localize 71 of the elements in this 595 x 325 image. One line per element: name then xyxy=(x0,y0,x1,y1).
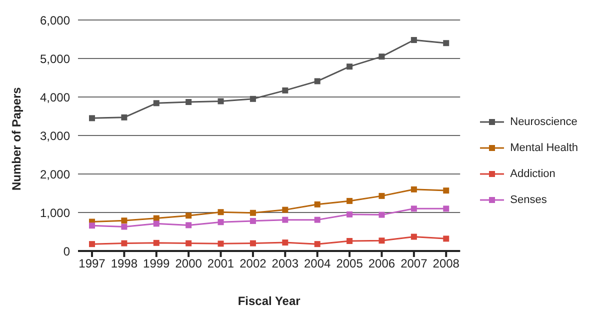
point xyxy=(250,96,256,102)
y-tick-label: 0 xyxy=(63,244,70,258)
point xyxy=(218,209,224,216)
point xyxy=(410,37,417,44)
y-tick-label: 3,000 xyxy=(40,128,70,143)
x-tick-label: 2003 xyxy=(272,256,299,271)
x-tick-label: 2007 xyxy=(400,256,428,271)
point xyxy=(186,212,192,219)
point xyxy=(378,238,385,244)
point xyxy=(121,114,128,120)
point xyxy=(443,206,450,212)
point xyxy=(153,240,160,246)
point xyxy=(346,198,353,204)
x-tick-label: 2004 xyxy=(304,256,332,271)
point xyxy=(89,222,95,229)
point xyxy=(282,206,288,213)
point xyxy=(153,100,160,106)
point xyxy=(121,240,128,246)
point xyxy=(346,211,353,218)
y-tick-label: 4,000 xyxy=(40,90,70,104)
point xyxy=(218,98,224,104)
point xyxy=(153,220,160,227)
point xyxy=(410,186,417,192)
x-tick-label: 2005 xyxy=(336,256,364,271)
legend-label: Addiction xyxy=(510,168,556,180)
x-axis-title: Fiscal Year xyxy=(238,294,301,308)
point xyxy=(314,201,320,208)
point xyxy=(282,216,288,223)
x-tick-label: 1999 xyxy=(143,256,170,271)
point xyxy=(250,210,256,216)
point xyxy=(314,78,320,84)
point xyxy=(443,188,450,194)
point xyxy=(378,54,385,60)
point xyxy=(282,240,288,246)
point xyxy=(250,218,256,224)
point xyxy=(89,115,95,122)
point xyxy=(282,87,288,94)
y-tick-label: 5,000 xyxy=(40,52,70,66)
legend-label: Neuroscience xyxy=(510,116,578,128)
point xyxy=(346,64,353,70)
x-tick-label: 1997 xyxy=(78,256,106,271)
y-tick-label: 6,000 xyxy=(40,13,70,28)
point xyxy=(314,216,320,223)
y-axis-title: Number of Papers xyxy=(9,86,24,190)
point xyxy=(250,240,256,246)
y-tick-label: 2,000 xyxy=(40,167,70,182)
point xyxy=(218,219,224,226)
point xyxy=(410,234,417,240)
point xyxy=(443,236,450,242)
point xyxy=(218,240,224,247)
legend-label: Mental Health xyxy=(510,142,578,154)
point xyxy=(346,238,353,244)
x-tick-label: 1998 xyxy=(110,256,138,271)
x-tick-label: 2001 xyxy=(207,256,234,271)
x-tick-label: 2002 xyxy=(240,256,267,271)
y-tick-label: 1,000 xyxy=(40,206,70,220)
point xyxy=(378,212,385,218)
point xyxy=(186,222,192,228)
legend-label: Senses xyxy=(510,194,547,206)
point xyxy=(121,224,128,230)
point xyxy=(186,240,192,246)
x-tick-label: 2006 xyxy=(368,256,396,271)
point xyxy=(410,206,417,212)
point xyxy=(89,241,95,248)
point xyxy=(186,99,192,106)
x-tick-label: 2008 xyxy=(432,256,460,271)
point xyxy=(443,40,450,46)
point xyxy=(314,241,320,248)
x-tick-label: 2000 xyxy=(175,256,202,271)
point xyxy=(121,218,128,224)
point xyxy=(378,192,385,199)
